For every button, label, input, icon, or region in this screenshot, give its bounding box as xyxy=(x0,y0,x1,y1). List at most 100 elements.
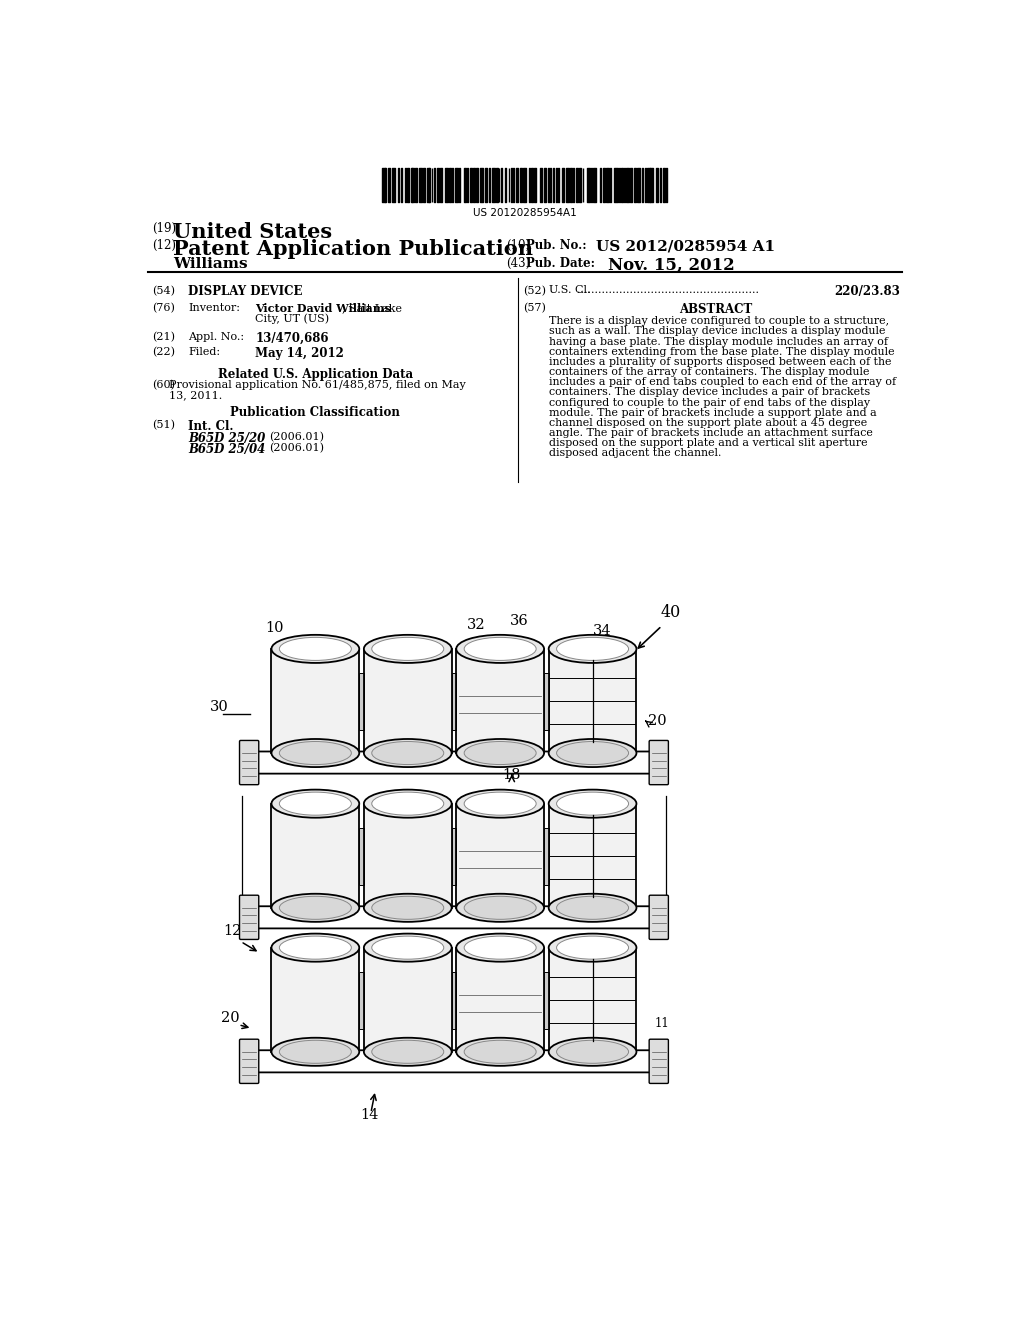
Text: (2006.01): (2006.01) xyxy=(269,442,325,453)
Ellipse shape xyxy=(271,894,359,921)
Text: (51): (51) xyxy=(153,420,175,430)
Bar xyxy=(544,972,549,1028)
Ellipse shape xyxy=(464,792,537,816)
Text: includes a pair of end tabs coupled to each end of the array of: includes a pair of end tabs coupled to e… xyxy=(549,378,896,387)
Text: Nov. 15, 2012: Nov. 15, 2012 xyxy=(608,257,734,275)
Bar xyxy=(359,828,364,884)
Ellipse shape xyxy=(372,638,443,660)
Ellipse shape xyxy=(271,933,359,962)
Bar xyxy=(457,649,544,752)
Ellipse shape xyxy=(549,739,637,767)
Ellipse shape xyxy=(457,894,544,921)
Text: (12): (12) xyxy=(153,239,176,252)
Text: disposed on the support plate and a vertical slit aperture: disposed on the support plate and a vert… xyxy=(549,438,867,449)
Ellipse shape xyxy=(464,896,537,919)
Text: 18: 18 xyxy=(503,796,521,810)
Bar xyxy=(271,804,359,908)
FancyBboxPatch shape xyxy=(256,1051,652,1072)
FancyBboxPatch shape xyxy=(649,741,669,784)
Text: U.S. Cl.: U.S. Cl. xyxy=(549,285,590,296)
Ellipse shape xyxy=(271,789,359,817)
Ellipse shape xyxy=(549,635,637,663)
Text: containers of the array of containers. The display module: containers of the array of containers. T… xyxy=(549,367,869,378)
Ellipse shape xyxy=(464,742,537,764)
Text: United States: United States xyxy=(173,222,332,242)
Text: such as a wall. The display device includes a display module: such as a wall. The display device inclu… xyxy=(549,326,885,337)
Text: ....................................................: ........................................… xyxy=(578,285,759,296)
Ellipse shape xyxy=(464,936,537,960)
Text: DISPLAY DEVICE: DISPLAY DEVICE xyxy=(188,285,303,298)
Ellipse shape xyxy=(364,739,452,767)
Ellipse shape xyxy=(549,789,637,817)
Text: containers extending from the base plate. The display module: containers extending from the base plate… xyxy=(549,347,894,356)
Text: (19): (19) xyxy=(153,222,176,235)
Ellipse shape xyxy=(549,1038,637,1065)
Ellipse shape xyxy=(549,933,637,962)
Text: having a base plate. The display module includes an array of: having a base plate. The display module … xyxy=(549,337,888,347)
Ellipse shape xyxy=(557,936,629,960)
Text: 13/470,686: 13/470,686 xyxy=(255,331,329,345)
Text: 13, 2011.: 13, 2011. xyxy=(169,391,222,400)
Text: (21): (21) xyxy=(153,331,175,342)
Bar xyxy=(544,828,549,884)
Bar xyxy=(457,948,544,1052)
FancyBboxPatch shape xyxy=(240,895,259,940)
Text: 18: 18 xyxy=(503,768,521,781)
Text: (76): (76) xyxy=(153,304,175,313)
Ellipse shape xyxy=(557,792,629,816)
Ellipse shape xyxy=(372,896,443,919)
Text: Filed:: Filed: xyxy=(188,347,220,356)
Text: May 14, 2012: May 14, 2012 xyxy=(255,347,344,360)
Ellipse shape xyxy=(364,789,452,817)
FancyBboxPatch shape xyxy=(240,1039,259,1084)
Bar xyxy=(364,948,452,1052)
Ellipse shape xyxy=(364,1038,452,1065)
Bar xyxy=(359,673,364,730)
Ellipse shape xyxy=(457,635,544,663)
Text: Pub. Date:: Pub. Date: xyxy=(525,257,595,271)
Ellipse shape xyxy=(557,896,629,919)
Ellipse shape xyxy=(280,638,351,660)
Ellipse shape xyxy=(457,933,544,962)
Bar xyxy=(457,804,544,908)
Text: Victor David Williams: Victor David Williams xyxy=(255,304,391,314)
Ellipse shape xyxy=(557,638,629,660)
Text: B65D 25/04: B65D 25/04 xyxy=(188,442,265,455)
Text: 36: 36 xyxy=(509,614,528,628)
Ellipse shape xyxy=(280,936,351,960)
Bar xyxy=(364,649,452,752)
Bar xyxy=(549,649,637,752)
Ellipse shape xyxy=(372,936,443,960)
Ellipse shape xyxy=(372,1040,443,1064)
FancyBboxPatch shape xyxy=(649,1039,669,1084)
Ellipse shape xyxy=(557,1040,629,1064)
Text: includes a plurality of supports disposed between each of the: includes a plurality of supports dispose… xyxy=(549,356,891,367)
Text: 34: 34 xyxy=(593,624,612,638)
Text: 40: 40 xyxy=(660,603,681,620)
Ellipse shape xyxy=(372,742,443,764)
Text: (54): (54) xyxy=(153,285,175,296)
Bar xyxy=(452,673,457,730)
Text: There is a display device configured to couple to a structure,: There is a display device configured to … xyxy=(549,317,889,326)
Ellipse shape xyxy=(464,1040,537,1064)
Text: US 20120285954A1: US 20120285954A1 xyxy=(473,209,577,218)
Text: (2006.01): (2006.01) xyxy=(269,432,325,442)
Text: Provisional application No. 61/485,875, filed on May: Provisional application No. 61/485,875, … xyxy=(169,380,466,391)
Text: 12: 12 xyxy=(223,924,242,937)
Ellipse shape xyxy=(364,933,452,962)
Ellipse shape xyxy=(280,792,351,816)
Ellipse shape xyxy=(372,792,443,816)
Ellipse shape xyxy=(457,739,544,767)
Text: angle. The pair of brackets include an attachment surface: angle. The pair of brackets include an a… xyxy=(549,428,872,438)
Ellipse shape xyxy=(280,742,351,764)
Text: module. The pair of brackets include a support plate and a: module. The pair of brackets include a s… xyxy=(549,408,877,417)
Text: Pub. No.:: Pub. No.: xyxy=(525,239,586,252)
Text: containers. The display device includes a pair of brackets: containers. The display device includes … xyxy=(549,387,870,397)
Ellipse shape xyxy=(464,638,537,660)
Bar xyxy=(359,972,364,1028)
Bar xyxy=(452,972,457,1028)
Bar xyxy=(549,804,637,908)
Text: (10): (10) xyxy=(506,239,530,252)
FancyBboxPatch shape xyxy=(256,751,652,774)
Text: Appl. No.:: Appl. No.: xyxy=(188,331,245,342)
